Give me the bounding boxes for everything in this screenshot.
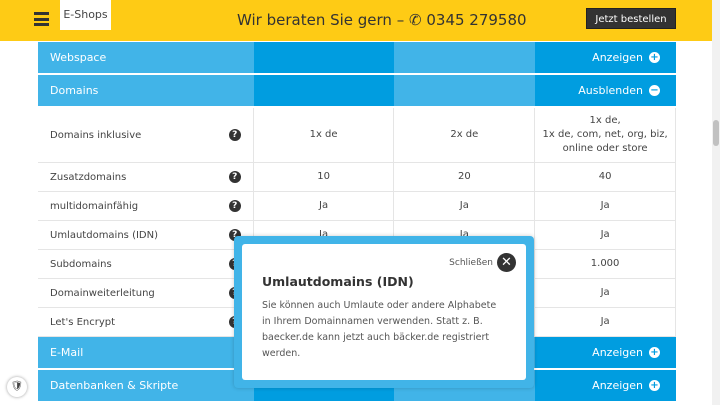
toggle-label: Anzeigen — [592, 346, 643, 359]
hotline-text: Wir beraten Sie gern – — [237, 11, 405, 29]
row-label-cell: Domainweiterleitung? — [38, 279, 254, 307]
order-button[interactable]: Jetzt bestellen — [586, 8, 676, 29]
value-cell: Ja — [394, 221, 536, 249]
toggle-label: Ausblenden — [578, 84, 643, 97]
help-icon[interactable]: ? — [228, 200, 241, 212]
table-row: Zusatzdomains? 10 20 40 — [38, 163, 676, 192]
value-cell: Ja — [535, 192, 676, 220]
help-icon[interactable]: ? — [228, 171, 241, 183]
close-label: Schließen — [449, 257, 493, 268]
plus-icon: + — [649, 380, 660, 391]
phone-icon: ✆ — [409, 11, 422, 29]
section-webspace[interactable]: Webspace Anzeigen + — [38, 42, 676, 73]
section-label: E-Mail — [38, 337, 254, 368]
top-bar: E-Shops Wir beraten Sie gern – ✆ 0345 27… — [0, 0, 712, 41]
value-cell: Ja — [535, 279, 676, 307]
minus-icon: − — [649, 85, 660, 96]
row-label-cell: multidomainfähig? — [38, 192, 254, 220]
value-cell: Ja — [254, 221, 395, 249]
phone-number[interactable]: 0345 279580 — [426, 11, 527, 29]
section-label: Webspace — [38, 42, 254, 73]
row-label: Domains inklusive — [50, 129, 142, 141]
row-label: Let's Encrypt — [50, 316, 116, 328]
row-label: multidomainfähig — [50, 200, 139, 212]
shield-icon[interactable]: 🛡 — [7, 377, 27, 397]
value-cell — [394, 279, 536, 307]
toggle-label: Anzeigen — [592, 51, 643, 64]
row-label-cell: Domains inklusive? — [38, 108, 254, 162]
value-cell — [394, 250, 536, 278]
value-cell: 1x de, 1x de, com, net, org, biz, online… — [535, 108, 676, 162]
row-label: Subdomains — [50, 258, 112, 270]
popup-title: Umlautdomains (IDN) — [262, 274, 414, 289]
close-icon[interactable]: ✕ — [497, 253, 516, 272]
logo[interactable]: E-Shops — [60, 0, 111, 30]
value-cell: 1x de — [254, 108, 395, 162]
table-row: Domains inklusive? 1x de 2x de 1x de, 1x de… — [38, 108, 676, 163]
row-label: Umlautdomains (IDN) — [50, 229, 158, 241]
value-cell: Ja — [535, 221, 676, 249]
value-cell: Ja — [254, 192, 395, 220]
value-cell: 2x de — [394, 108, 536, 162]
row-label-cell: Subdomains? — [38, 250, 254, 278]
info-popup: Schließen ✕ Umlautdomains (IDN) Sie könne… — [234, 236, 534, 388]
plus-icon: + — [649, 52, 660, 63]
scrollbar-thumb[interactable] — [713, 120, 719, 146]
scrollbar[interactable] — [712, 0, 720, 405]
row-label-cell: Let's Encrypt? — [38, 308, 254, 336]
value-cell: Ja — [535, 308, 676, 336]
row-label: Zusatzdomains — [50, 171, 127, 183]
value-cell: Ja — [394, 192, 536, 220]
hotline: Wir beraten Sie gern – ✆ 0345 279580 — [237, 11, 527, 29]
plus-icon: + — [649, 347, 660, 358]
row-label-cell: Umlautdomains (IDN)? — [38, 221, 254, 249]
value-cell: 20 — [394, 163, 536, 191]
popup-text: Sie können auch Umlaute oder andere Alph… — [262, 300, 497, 359]
row-label-cell: Zusatzdomains? — [38, 163, 254, 191]
value-cell: 40 — [535, 163, 676, 191]
menu-icon[interactable] — [34, 12, 49, 26]
section-label: Datenbanken & Skripte — [38, 370, 254, 401]
value-cell — [394, 308, 536, 336]
help-icon[interactable]: ? — [228, 129, 241, 141]
section-domains[interactable]: Domains Ausblenden − — [38, 75, 676, 106]
table-row: multidomainfähig? Ja Ja Ja — [38, 192, 676, 221]
section-label: Domains — [38, 75, 254, 106]
value-cell: 1.000 — [535, 250, 676, 278]
toggle-label: Anzeigen — [592, 379, 643, 392]
close-button[interactable]: Schließen ✕ — [449, 253, 516, 272]
row-label: Domainweiterleitung — [50, 287, 155, 299]
value-cell: 10 — [254, 163, 395, 191]
